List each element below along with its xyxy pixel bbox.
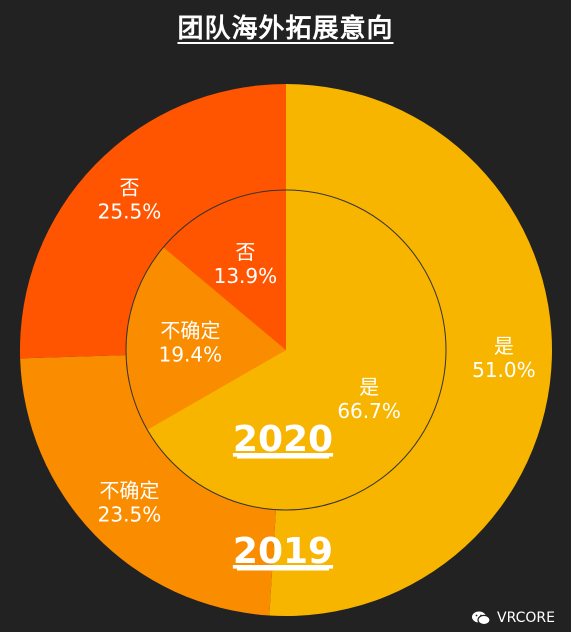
ring-2020 — [125, 189, 447, 511]
year-label-2019: 2019 — [233, 531, 333, 572]
slice-label-2020-2: 否 — [235, 240, 255, 264]
inner-ring-outline — [125, 189, 447, 511]
slice-label-2020-1: 不确定 — [160, 319, 220, 343]
slice-label-2020-0: 是 — [359, 375, 379, 399]
wechat-icon — [471, 610, 491, 626]
slice-value-2019-1: 23.5% — [98, 503, 162, 527]
watermark-text: VRCORE — [497, 610, 555, 626]
slice-2020-1 — [126, 247, 287, 430]
slice-value-2020-2: 13.9% — [214, 264, 278, 288]
year-label-2020: 2020 — [233, 419, 333, 460]
slice-label-2019-2: 否 — [119, 175, 139, 199]
slice-label-2019-0: 是 — [494, 334, 514, 358]
watermark: VRCORE — [471, 610, 555, 626]
slice-value-2019-0: 51.0% — [472, 358, 536, 382]
slice-value-2020-0: 66.7% — [337, 399, 401, 423]
slice-value-2019-2: 25.5% — [98, 199, 162, 223]
slice-label-2019-1: 不确定 — [99, 479, 159, 503]
chart-title: 团队海外拓展意向 — [177, 14, 394, 44]
slice-2020-0 — [147, 190, 447, 510]
slice-2020-2 — [163, 190, 286, 350]
slice-value-2020-1: 19.4% — [159, 343, 223, 367]
